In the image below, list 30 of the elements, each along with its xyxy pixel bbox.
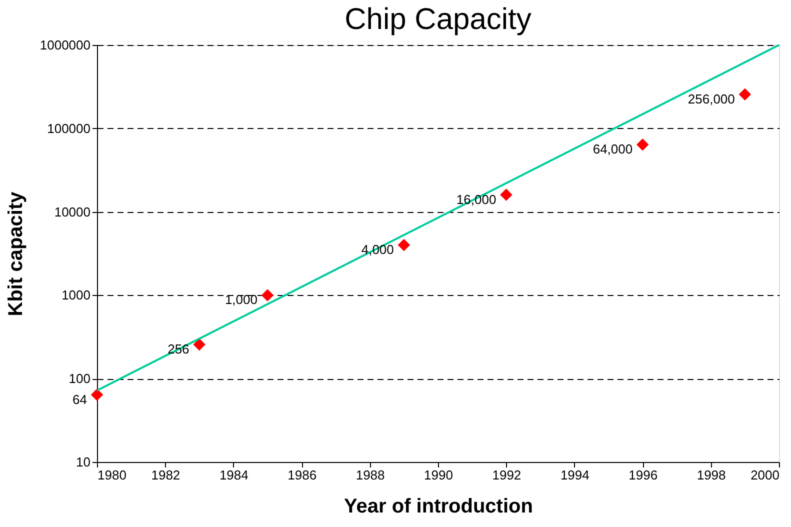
x-tick-label: 1980 bbox=[98, 468, 126, 482]
y-tick-label: 10000 bbox=[54, 204, 90, 220]
data-label: 64 bbox=[72, 392, 87, 407]
x-tick-label: 1998 bbox=[696, 468, 726, 482]
point bbox=[738, 88, 752, 100]
point bbox=[90, 388, 104, 401]
x-axis-title: Year of introduction bbox=[344, 496, 533, 518]
x-tick-label: 1994 bbox=[560, 468, 590, 482]
x-tick-label: 2000 bbox=[750, 468, 780, 482]
x-tick-label: 1990 bbox=[424, 468, 453, 482]
y-tick-label: 100 bbox=[68, 371, 90, 386]
point bbox=[193, 338, 206, 351]
chart-title: Chip Capacity bbox=[344, 3, 532, 36]
point bbox=[500, 188, 512, 201]
x-tick-label: 1986 bbox=[288, 468, 317, 482]
x-tick-label: 1984 bbox=[219, 468, 248, 482]
x-tick-label: 1982 bbox=[151, 468, 180, 482]
point bbox=[636, 138, 649, 151]
x-tick-label: 1988 bbox=[356, 468, 385, 482]
data-label: 256,000 bbox=[688, 91, 735, 106]
y-tick-label: 10 bbox=[76, 454, 90, 470]
y-tick-label: 100000 bbox=[47, 120, 90, 136]
y-axis-title: Kbit capacity bbox=[4, 190, 27, 316]
x-tick-label: 1996 bbox=[628, 468, 658, 482]
y-tick-label: 1000000 bbox=[40, 38, 90, 52]
point bbox=[261, 289, 274, 302]
x-tick-label: 1992 bbox=[492, 468, 522, 482]
data-label: 64,000 bbox=[592, 142, 633, 157]
y-tick-label: 1000 bbox=[62, 288, 90, 303]
point bbox=[398, 238, 410, 252]
